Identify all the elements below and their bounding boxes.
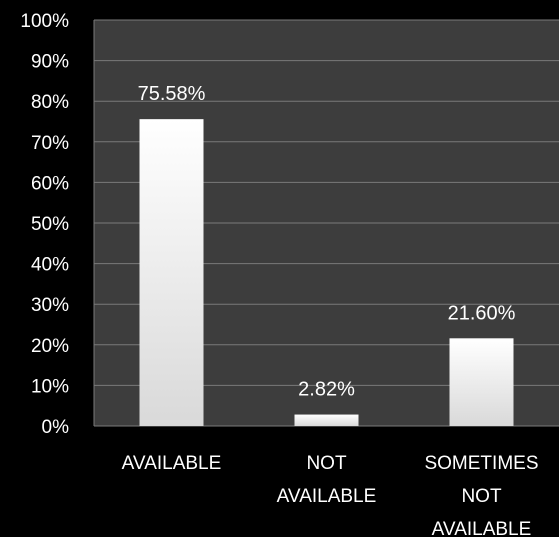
bar <box>294 414 359 426</box>
x-tick-label: AVAILABLE <box>122 453 222 474</box>
y-tick-label: 40% <box>31 255 69 276</box>
y-tick-label: 90% <box>31 52 69 73</box>
data-labels: 75.58% 2.82% 21.60% <box>138 83 516 400</box>
x-axis: AVAILABLE NOT AVAILABLE SOMETIMES NOT AVAILAB… <box>122 453 539 537</box>
bar <box>449 338 514 426</box>
bar <box>139 119 204 426</box>
y-tick-label: 0% <box>42 417 70 438</box>
bars <box>139 119 514 426</box>
y-tick-label: 100% <box>20 11 69 32</box>
x-tick-label: NOT AVAILABLE <box>277 453 377 507</box>
x-tick-label: SOMETIMES NOT AVAILABLE <box>424 453 538 537</box>
y-axis: 0% 10% 20% 30% 40% 50% 60% 70% 80% 90% 100% <box>20 11 69 438</box>
data-label: 2.82% <box>298 379 355 401</box>
y-tick-label: 50% <box>31 214 69 235</box>
data-label: 75.58% <box>138 83 206 105</box>
y-tick-label: 80% <box>31 92 69 113</box>
y-tick-label: 30% <box>31 295 69 316</box>
y-tick-label: 20% <box>31 336 69 357</box>
data-label: 21.60% <box>448 302 516 324</box>
y-tick-label: 60% <box>31 173 69 194</box>
y-tick-label: 10% <box>31 376 69 397</box>
y-tick-label: 70% <box>31 133 69 154</box>
